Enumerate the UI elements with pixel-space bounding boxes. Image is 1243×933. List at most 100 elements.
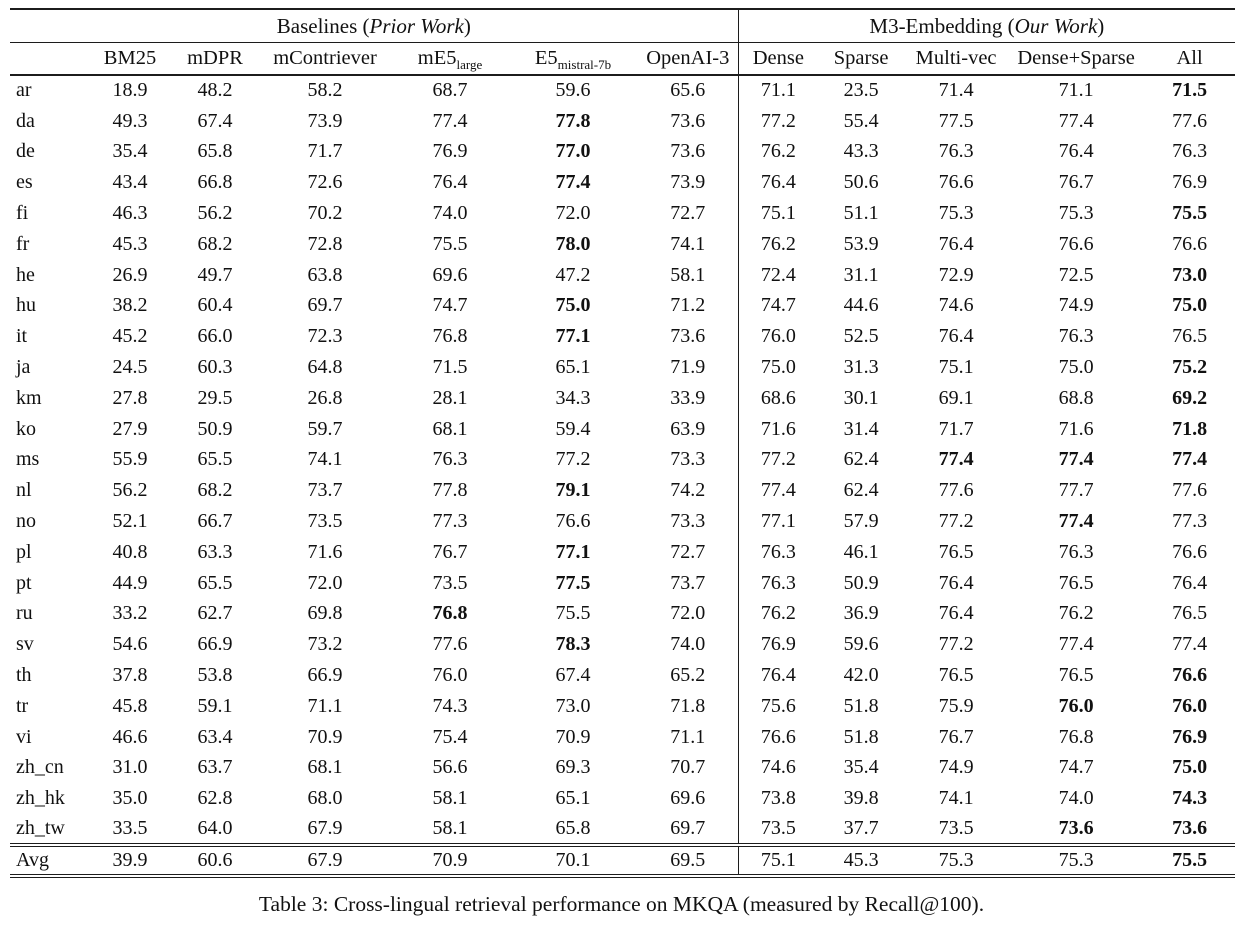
metric-cell: 76.3 — [432, 448, 468, 471]
metric-cell: 76.9 — [1172, 725, 1208, 748]
metric-cell: 76.5 — [1058, 571, 1094, 594]
metric-cell: 76.7 — [432, 540, 468, 563]
metric-cell: 35.4 — [112, 140, 148, 163]
metric-cell: 50.9 — [843, 571, 879, 594]
metric-cell: 62.7 — [197, 602, 233, 625]
metric-cell: 65.8 — [555, 817, 591, 840]
metric-cell: 73.6 — [1058, 817, 1094, 840]
column-header-dense: Dense — [737, 42, 819, 76]
metric-cell: 77.3 — [432, 510, 468, 533]
metric-cell: 63.8 — [307, 263, 343, 286]
metric-cell: 74.1 — [938, 787, 974, 810]
metric-cell: 38.2 — [112, 294, 148, 317]
metric-cell: 71.7 — [307, 140, 343, 163]
row-label: km — [16, 386, 42, 409]
metric-cell: 76.3 — [737, 536, 819, 568]
metric-cell: 76.6 — [555, 510, 591, 533]
metric-cell: 31.0 — [112, 756, 148, 779]
metric-cell: 74.3 — [1172, 787, 1208, 810]
table-row: ar 18.9 48.2 58.2 68.7 59.6 65.6 71.1 23.5 71.4 71… — [10, 75, 1235, 106]
metric-cell: 71.8 — [1172, 417, 1208, 440]
column-label: Dense+Sparse — [1017, 47, 1135, 69]
metric-cell: 39.9 — [88, 842, 172, 878]
metric-cell: 75.2 — [1172, 356, 1208, 379]
metric-cell: 31.4 — [843, 417, 879, 440]
metric-cell: 29.5 — [197, 386, 233, 409]
table-row: da 49.3 67.4 73.9 77.4 77.8 73.6 77.2 55.4 77.5 77… — [10, 105, 1235, 137]
metric-cell: 73.3 — [670, 510, 706, 533]
metric-cell: 58.2 — [307, 79, 343, 102]
metric-cell: 59.6 — [555, 79, 591, 102]
column-label: mContriever — [273, 47, 377, 69]
metric-cell: 77.1 — [555, 325, 591, 348]
table-row: pl 40.8 63.3 71.6 76.7 77.1 72.7 76.3 46.1 76.5 76… — [10, 536, 1235, 568]
metric-cell: 69.5 — [638, 842, 739, 878]
metric-cell: 66.9 — [197, 633, 233, 656]
row-label: Avg — [10, 842, 88, 878]
metric-cell: 27.9 — [112, 417, 148, 440]
metric-cell: 59.7 — [307, 417, 343, 440]
metric-cell: 76.2 — [1058, 602, 1094, 625]
metric-cell: 62.8 — [197, 787, 233, 810]
row-label: es — [16, 171, 33, 194]
table-row: no 52.1 66.7 73.5 77.3 76.6 73.3 77.1 57.9 77.2 77… — [10, 506, 1235, 537]
metric-cell: 46.1 — [843, 540, 879, 563]
metric-cell: 76.9 — [1172, 171, 1208, 194]
column-header-dense-sparse: Dense+Sparse — [1008, 42, 1145, 76]
column-header-all: All — [1144, 42, 1236, 76]
metric-cell: 77.3 — [1172, 510, 1208, 533]
metric-cell: 77.0 — [555, 140, 591, 163]
row-label: tr — [16, 694, 29, 717]
metric-cell: 57.9 — [843, 510, 879, 533]
metric-cell: 56.2 — [197, 202, 233, 225]
metric-cell: 77.4 — [1058, 448, 1094, 471]
metric-cell: 67.9 — [307, 817, 343, 840]
metric-cell: 45.8 — [112, 694, 148, 717]
column-label: mE5 — [417, 47, 457, 69]
metric-cell: 49.3 — [112, 109, 148, 132]
column-label: E5 — [534, 47, 558, 69]
metric-cell: 66.9 — [307, 664, 343, 687]
metric-cell: 43.4 — [112, 171, 148, 194]
metric-cell: 69.7 — [670, 817, 706, 840]
metric-cell: 75.0 — [1172, 756, 1208, 779]
row-label: zh_hk — [16, 787, 65, 810]
metric-cell: 71.1 — [737, 75, 819, 106]
metric-cell: 43.3 — [843, 140, 879, 163]
row-label: de — [16, 140, 35, 163]
metric-cell: 72.0 — [307, 571, 343, 594]
metric-cell: 58.1 — [670, 263, 706, 286]
metric-cell: 39.8 — [843, 787, 879, 810]
metric-cell: 73.2 — [307, 633, 343, 656]
metric-cell: 46.3 — [112, 202, 148, 225]
metric-cell: 51.8 — [843, 725, 879, 748]
metric-cell: 75.9 — [938, 694, 974, 717]
row-label: no — [16, 510, 36, 533]
metric-cell: 70.9 — [307, 725, 343, 748]
metric-cell: 76.9 — [432, 140, 468, 163]
column-header-multi-vec: Multi-vec — [904, 42, 1009, 76]
metric-cell: 33.2 — [112, 602, 148, 625]
metric-cell: 79.1 — [555, 479, 591, 502]
table-row: fi 46.3 56.2 70.2 74.0 72.0 72.7 75.1 51.1 75.3 75… — [10, 198, 1235, 229]
metric-cell: 76.0 — [737, 321, 819, 353]
column-header-sparse: Sparse — [818, 42, 905, 76]
metric-cell: 71.2 — [670, 294, 706, 317]
metric-cell: 69.1 — [938, 386, 974, 409]
metric-cell: 72.8 — [307, 232, 343, 255]
metric-cell: 75.3 — [938, 202, 974, 225]
metric-cell: 76.6 — [1058, 232, 1094, 255]
metric-cell: 76.4 — [737, 167, 819, 199]
column-header-row: BM25 mDPR mContriever mE5large E5mistral-7b O… — [10, 42, 1236, 76]
metric-cell: 69.6 — [432, 263, 468, 286]
metric-cell: 65.5 — [197, 571, 233, 594]
table-row: th 37.8 53.8 66.9 76.0 67.4 65.2 76.4 42.0 76.5 76… — [10, 660, 1235, 691]
metric-cell: 69.7 — [307, 294, 343, 317]
metric-cell: 53.8 — [197, 664, 233, 687]
metric-cell: 31.1 — [843, 263, 879, 286]
metric-cell: 74.0 — [1058, 787, 1094, 810]
metric-cell: 73.5 — [432, 571, 468, 594]
column-header-mdpr: mDPR — [172, 42, 258, 76]
metric-cell: 73.9 — [307, 109, 343, 132]
row-label: ar — [16, 79, 32, 102]
